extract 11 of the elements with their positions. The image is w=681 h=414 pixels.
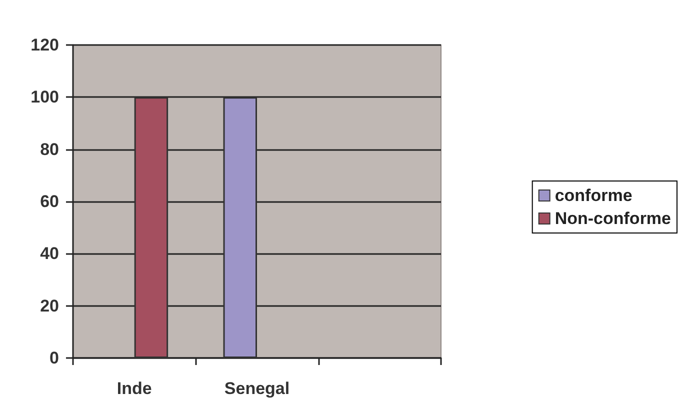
y-tick-label: 120	[30, 36, 59, 54]
y-tick-label: 100	[30, 88, 59, 107]
x-tick-label: Senegal	[224, 379, 290, 398]
y-tick-label: 0	[50, 348, 59, 368]
y-tick-label: 20	[40, 296, 59, 316]
legend-label: Non-conforme	[554, 209, 672, 228]
y-tick-label: 80	[40, 140, 59, 159]
y-tick-label: 60	[40, 192, 59, 211]
x-tick-label: Inde	[116, 379, 152, 398]
legend-label: conforme	[554, 186, 632, 205]
y-tick-label: 40	[40, 244, 59, 264]
